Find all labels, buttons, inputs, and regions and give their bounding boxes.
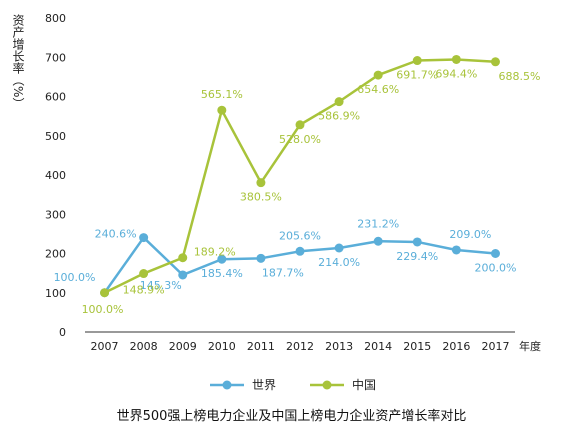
- data-label: 565.1%: [201, 88, 243, 101]
- data-label: 528.0%: [279, 133, 321, 146]
- x-tick-label: 2012: [286, 340, 314, 353]
- data-point: [178, 253, 188, 263]
- data-point: [256, 178, 266, 188]
- data-point: [295, 120, 305, 130]
- data-point: [256, 253, 266, 263]
- data-point: [412, 56, 422, 66]
- y-tick-label: 300: [45, 208, 66, 221]
- data-point: [334, 97, 344, 107]
- data-label: 148.9%: [123, 284, 165, 297]
- data-point: [139, 269, 149, 279]
- legend-label: 世界: [252, 378, 276, 392]
- data-point: [139, 233, 149, 243]
- y-tick-label: 200: [45, 248, 66, 261]
- y-tick-label: 0: [59, 326, 66, 339]
- data-point: [295, 246, 305, 256]
- y-tick-label: 500: [45, 130, 66, 143]
- data-label: 240.6%: [95, 228, 137, 241]
- data-label: 688.5%: [498, 70, 540, 83]
- y-tick-label: 100: [45, 287, 66, 300]
- data-label: 145.3%: [140, 279, 182, 292]
- data-label: 185.4%: [201, 267, 243, 280]
- data-point: [178, 270, 188, 280]
- x-tick-label: 2010: [208, 340, 236, 353]
- data-point: [100, 288, 110, 298]
- x-tick-label: 2008: [130, 340, 158, 353]
- x-tick-label: 2007: [91, 340, 119, 353]
- y-tick-label: 700: [45, 51, 66, 64]
- data-label: 189.2%: [194, 246, 236, 259]
- x-tick-label: 2014: [364, 340, 392, 353]
- x-tick-label: 2009: [169, 340, 197, 353]
- data-point: [451, 245, 461, 255]
- legend-marker: [222, 380, 232, 390]
- y-axis-label: 资产增长率（%）: [11, 14, 25, 110]
- data-label: 694.4%: [435, 67, 477, 80]
- data-point: [373, 236, 383, 246]
- data-label: 654.6%: [357, 83, 399, 96]
- data-label: 214.0%: [318, 256, 360, 269]
- data-label: 691.7%: [396, 69, 438, 82]
- data-point: [217, 254, 227, 264]
- x-tick-label: 2013: [325, 340, 353, 353]
- data-label: 187.7%: [262, 266, 304, 279]
- data-label: 100.0%: [82, 303, 124, 316]
- data-point: [490, 57, 500, 67]
- x-tick-label: 2017: [481, 340, 509, 353]
- data-label: 209.0%: [449, 228, 491, 241]
- data-label: 380.5%: [240, 191, 282, 204]
- y-tick-label: 600: [45, 91, 66, 104]
- x-tick-label: 2015: [403, 340, 431, 353]
- data-point: [334, 243, 344, 253]
- data-point: [490, 249, 500, 258]
- data-label: 586.9%: [318, 110, 360, 123]
- x-axis-label: 年度: [519, 339, 541, 353]
- data-label: 205.6%: [279, 229, 321, 242]
- line-chart: 2007 2008 2009 2010 2011 2012 2013 2014 2015 2016…: [11, 12, 541, 392]
- data-point: [412, 237, 422, 247]
- data-label: 229.4%: [396, 250, 438, 263]
- y-tick-label: 800: [45, 12, 66, 25]
- chart-title: 世界500强上榜电力企业及中国上榜电力企业资产增长率对比: [116, 409, 467, 424]
- x-tick-label: 2016: [442, 340, 470, 353]
- data-point: [373, 70, 383, 80]
- x-tick-label: 2011: [247, 340, 275, 353]
- data-point: [217, 105, 227, 115]
- legend-label: 中国: [352, 377, 376, 392]
- data-label: 231.2%: [357, 217, 399, 230]
- data-label: 200.0%: [474, 262, 516, 275]
- data-label: 100.0%: [54, 271, 96, 284]
- legend-marker: [322, 380, 332, 390]
- y-tick-label: 400: [45, 169, 66, 182]
- data-point: [451, 54, 461, 64]
